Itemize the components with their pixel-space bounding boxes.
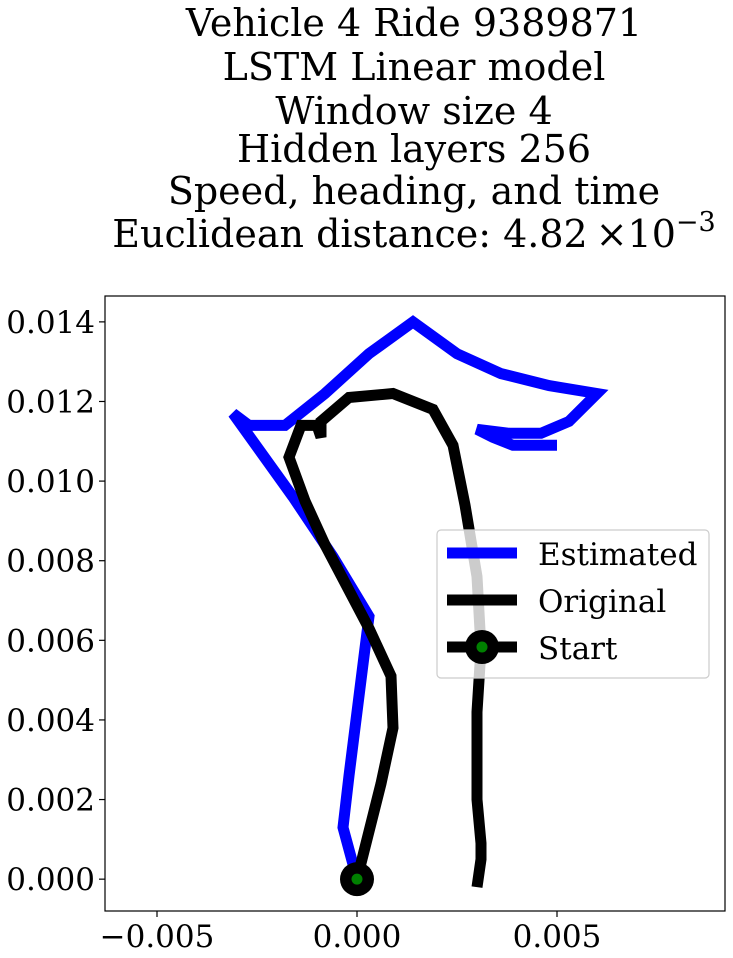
x-tick-label: 0.000 [313, 919, 402, 955]
title-distance-times: ×10 [596, 212, 676, 256]
y-tick-label: 0.006 [6, 623, 95, 659]
series-line-estimated [228, 315, 609, 881]
y-axis: 0.000 0.002 0.004 0.006 0.008 0.010 0.012 0.014 [6, 305, 105, 898]
y-tick-label: 0.008 [6, 544, 95, 580]
y-tick-label: 0.010 [6, 464, 95, 500]
title-line-2: LSTM Linear model [223, 45, 606, 89]
legend-label-estimated: Estimated [538, 537, 697, 573]
legend: Estimated Original Start [436, 529, 710, 679]
plot-area [104, 295, 726, 912]
title-line-1: Vehicle 4 Ride 9389871 [185, 1, 642, 45]
y-tick-label: 0.012 [6, 384, 95, 420]
y-tick-label: 0.000 [6, 862, 95, 898]
title-distance-prefix: Euclidean distance: 4.82 [112, 212, 587, 256]
x-axis: −0.005 0.000 0.005 [100, 911, 602, 955]
chart-title: Vehicle 4 Ride 9389871 LSTM Linear model… [112, 1, 715, 256]
start-marker-layer [340, 862, 374, 897]
legend-label-original: Original [538, 584, 666, 620]
legend-frame [436, 529, 710, 679]
plot-frame [104, 295, 726, 912]
title-line-5: Speed, heading, and time [168, 169, 660, 213]
x-tick-label: −0.005 [100, 919, 215, 955]
legend-label-start: Start [538, 631, 618, 667]
title-distance-exponent: −3 [676, 207, 716, 238]
y-tick-label: 0.014 [6, 305, 95, 341]
start-marker-inner [351, 873, 363, 885]
x-tick-label: 0.005 [513, 919, 602, 955]
title-line-3: Window size 4 [275, 89, 552, 133]
title-line-4: Hidden layers 256 [237, 127, 591, 171]
legend-swatch-start-inner [476, 641, 488, 653]
title-line-distance: Euclidean distance: 4.82 ×10−3 [112, 207, 715, 256]
series-line-original [283, 387, 487, 888]
series-layer [228, 315, 609, 888]
y-tick-label: 0.002 [6, 783, 95, 819]
y-tick-label: 0.004 [6, 703, 95, 739]
